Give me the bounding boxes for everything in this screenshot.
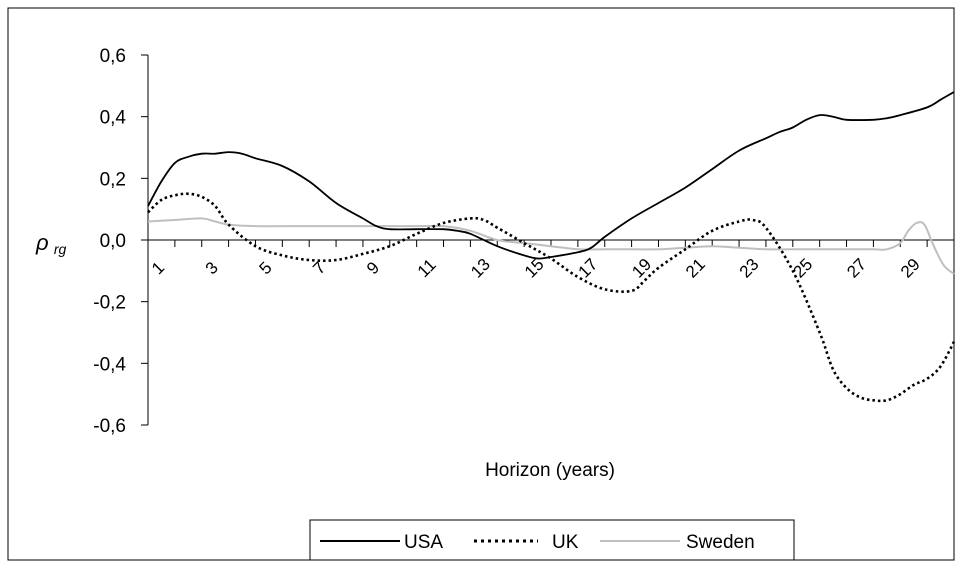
y-axis-label: ρ rg bbox=[35, 230, 67, 257]
legend: USA UK Sweden bbox=[309, 519, 795, 561]
y-tick-label: 0,4 bbox=[100, 108, 127, 129]
y-tick-label: -0,4 bbox=[93, 354, 126, 375]
series-line-usa bbox=[147, 91, 955, 260]
y-tick-label: 0,6 bbox=[100, 46, 126, 67]
y-tick-label: 0,0 bbox=[100, 231, 126, 252]
y-tick-label: -0,2 bbox=[93, 293, 126, 314]
series-layer bbox=[147, 91, 956, 403]
y-axis-label-main: ρ bbox=[35, 230, 49, 255]
series-line-sweden bbox=[147, 217, 955, 275]
legend-label-uk: UK bbox=[552, 532, 579, 553]
y-tick-label: -0,6 bbox=[93, 416, 126, 437]
legend-label-usa: USA bbox=[404, 532, 443, 553]
y-axis-label-sub: rg bbox=[54, 241, 67, 257]
legend-label-sweden: Sweden bbox=[686, 532, 755, 553]
chart-border bbox=[7, 7, 955, 561]
y-tick-label: 0,2 bbox=[100, 169, 126, 190]
x-axis-title: Horizon (years) bbox=[485, 460, 615, 481]
